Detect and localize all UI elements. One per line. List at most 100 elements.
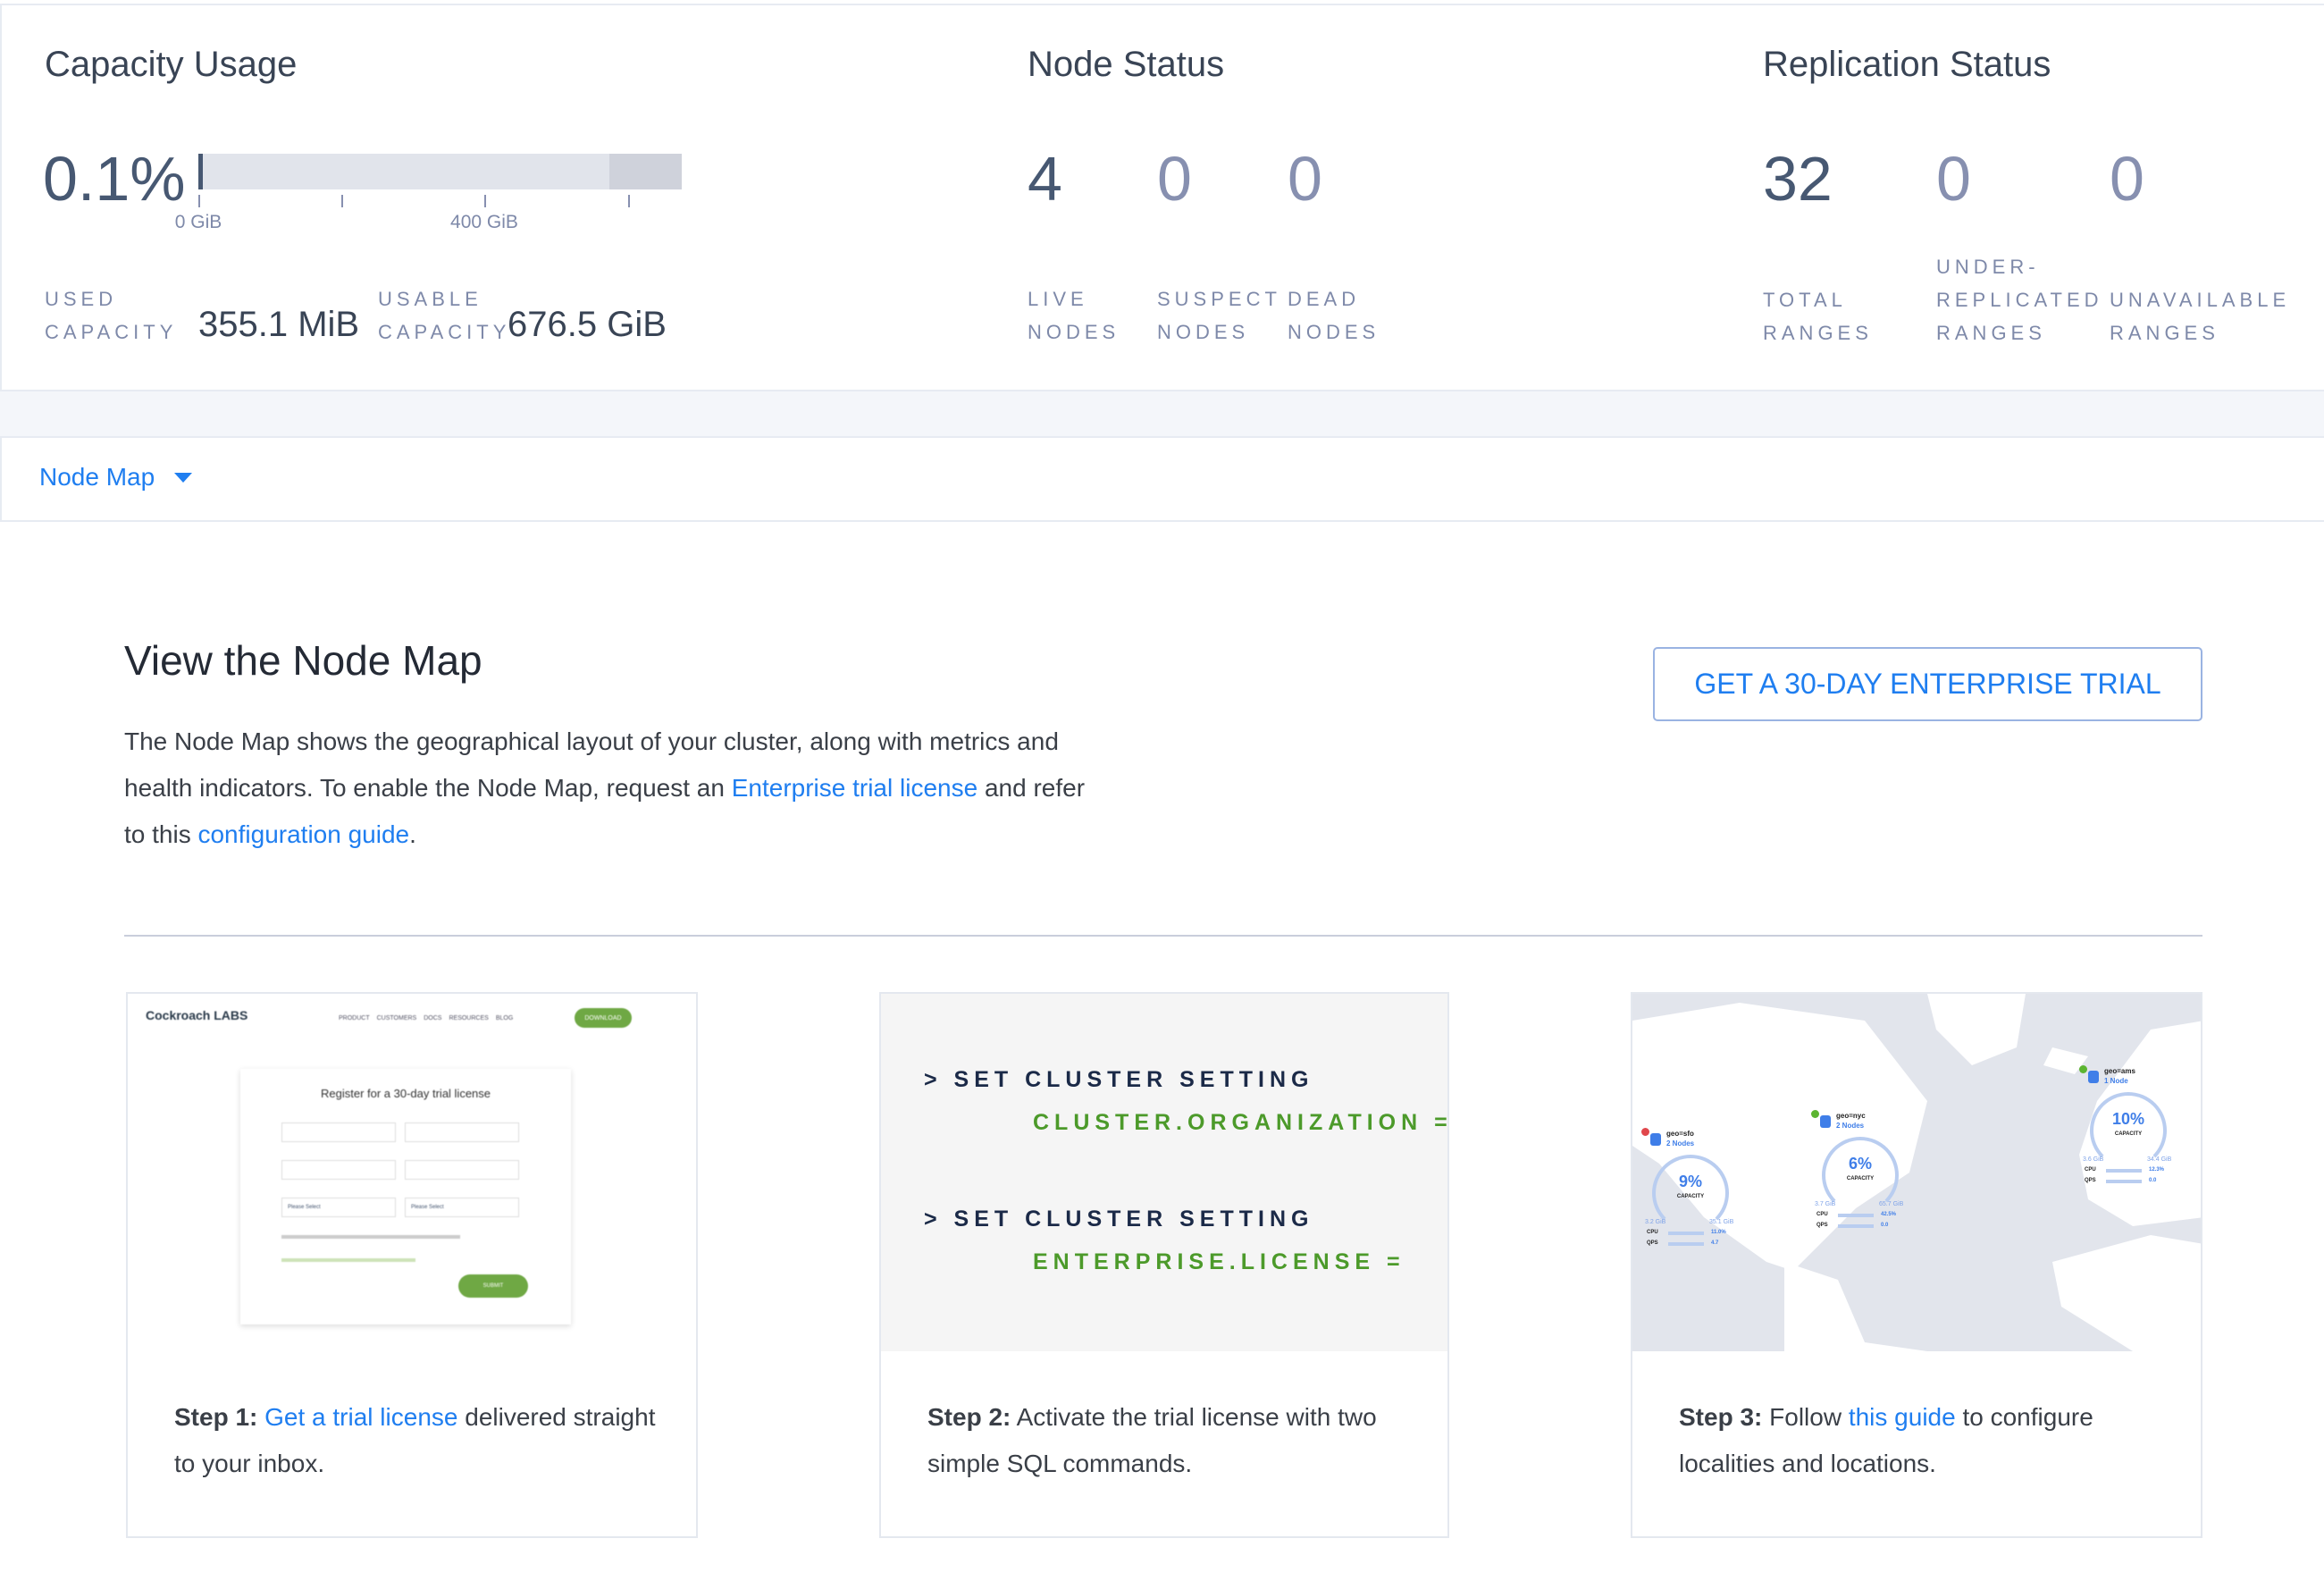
section-gap — [0, 391, 2324, 436]
region-used: 3.7 GiB — [1815, 1201, 1836, 1207]
capacity-percent: 0.1% — [43, 144, 186, 214]
label-line: RANGES — [1763, 322, 1873, 344]
step-1-text: Step 1: Get a trial license delivered st… — [174, 1394, 660, 1487]
node-map-dropdown[interactable]: Node Map — [39, 463, 193, 492]
region-total: 35.1 GiB — [1709, 1219, 1734, 1225]
node-map-description: The Node Map shows the geographical layo… — [124, 719, 1107, 858]
label-line: UNDER- — [1936, 256, 2040, 278]
region-qps: 0.0 — [2149, 1178, 2157, 1183]
node-map-title: View the Node Map — [124, 637, 482, 684]
cpu-sparkline — [1838, 1214, 1874, 1217]
database-icon — [1650, 1133, 1661, 1146]
capacity-gauge — [1652, 1155, 1729, 1232]
capacity-label: CAPACITY — [2114, 1131, 2143, 1137]
region-used: 3.6 GiB — [2083, 1156, 2104, 1163]
label-line: LIVE — [1028, 288, 1088, 310]
usable-capacity-value: 676.5 GiB — [508, 305, 667, 344]
thumb-nav: PRODUCT CUSTOMERS DOCS RESOURCES BLOG — [339, 1015, 513, 1022]
region-used: 3.2 GiB — [1645, 1219, 1666, 1225]
capacity-label: CAPACITY — [1676, 1194, 1705, 1199]
capacity-label: CAPACITY — [1846, 1176, 1875, 1181]
enterprise-trial-link[interactable]: Enterprise trial license — [731, 774, 978, 802]
qps-sparkline — [1838, 1224, 1874, 1228]
label-line: RANGES — [2110, 322, 2219, 344]
cluster-summary-panel — [0, 4, 2324, 391]
step-2-text: Step 2: Activate the trial license with … — [927, 1394, 1412, 1487]
label-line: TOTAL — [1763, 289, 1847, 311]
step-2-card: > SET CLUSTER SETTING CLUSTER.ORGANIZATI… — [879, 992, 1449, 1538]
replication-status-title: Replication Status — [1763, 45, 2051, 84]
sql-argument: ENTERPRISE.LICENSE = — [1033, 1249, 1405, 1274]
thumb-nav-item: RESOURCES — [449, 1015, 489, 1022]
qps-label: QPS — [2085, 1178, 2096, 1183]
node-map-thumbnail: geo=sfo 2 Nodes 9% CAPACITY 3.2 GiB 35.1 GiB C… — [1632, 994, 2201, 1351]
description-text: . — [409, 820, 416, 848]
step-description: to configure localities and locations. — [1679, 1403, 2093, 1477]
database-icon — [1820, 1115, 1831, 1128]
total-ranges-label: TOTAL RANGES — [1763, 250, 1873, 349]
dead-nodes-value: 0 — [1288, 144, 1322, 214]
live-nodes-label: LIVE NODES — [1028, 282, 1120, 349]
this-guide-link[interactable]: this guide — [1848, 1403, 1956, 1431]
register-form-thumbnail: Cockroach LABS PRODUCT CUSTOMERS DOCS RESOU… — [128, 994, 696, 1351]
region-nodes: 2 Nodes — [1836, 1122, 1865, 1130]
step-label: Step 2: — [927, 1403, 1011, 1431]
cpu-sparkline — [1668, 1232, 1704, 1235]
description-text: The Node Map shows the geographical layo… — [124, 727, 1059, 802]
get-trial-license-link[interactable]: Get a trial license — [264, 1403, 458, 1431]
region-total: 34.4 GiB — [2147, 1156, 2172, 1163]
label-line: NODES — [1288, 321, 1380, 343]
sql-commands-image: > SET CLUSTER SETTING CLUSTER.ORGANIZATI… — [881, 994, 1447, 1351]
region-name: geo=sfo — [1666, 1130, 1694, 1138]
under-replicated-label: UNDER- REPLICATED RANGES — [1936, 250, 2103, 349]
label-line — [1763, 250, 1873, 283]
unavailable-label: UNAVAILABLE RANGES — [2110, 250, 2290, 349]
description-text: and refer to this — [124, 774, 1086, 848]
region-qps: 0.0 — [1881, 1223, 1889, 1228]
step-3-text: Step 3: Follow this guide to configure l… — [1679, 1394, 2165, 1487]
cpu-label: CPU — [1816, 1212, 1828, 1217]
label-line: UNAVAILABLE — [2110, 289, 2291, 311]
used-capacity-label: USED CAPACITY — [45, 282, 177, 349]
enterprise-trial-button[interactable]: GET A 30-DAY ENTERPRISE TRIAL — [1653, 647, 2202, 721]
capacity-bar-used — [198, 154, 204, 189]
thumb-download-button: DOWNLOAD — [575, 1008, 632, 1028]
status-dot — [2079, 1065, 2087, 1073]
thumb-nav-item: CUSTOMERS — [376, 1015, 417, 1022]
label-line: RANGES — [1936, 322, 2046, 344]
capacity-bar — [198, 154, 682, 189]
label-line: REPLICATED — [1936, 289, 2103, 311]
label-line: USABLE — [378, 288, 482, 310]
database-icon — [2088, 1071, 2099, 1083]
thumb-form-title: Register for a 30-day trial license — [320, 1087, 491, 1100]
label-line: CAPACITY — [378, 321, 511, 343]
thumb-select: Please Select — [405, 1198, 519, 1217]
capacity-bar-unusable — [608, 154, 682, 189]
capacity-gauge — [1822, 1137, 1899, 1214]
label-line: NODES — [1157, 321, 1250, 343]
thumb-register-form: Register for a 30-day trial license Plea… — [240, 1069, 571, 1324]
configuration-guide-link[interactable]: configuration guide — [197, 820, 410, 848]
axis-tick — [198, 195, 200, 207]
region-cpu: 11.0% — [1711, 1230, 1726, 1235]
step-description: Follow — [1762, 1403, 1849, 1431]
step-3-card: geo=sfo 2 Nodes 9% CAPACITY 3.2 GiB 35.1 GiB C… — [1631, 992, 2202, 1538]
region-name: geo=ams — [2104, 1067, 2135, 1075]
cockroach-labs-logo: Cockroach LABS — [146, 1008, 248, 1022]
live-nodes-value: 4 — [1028, 144, 1062, 214]
under-replicated-value: 0 — [1936, 144, 1971, 214]
cpu-sparkline — [2106, 1169, 2142, 1173]
thumb-select: Please Select — [281, 1198, 396, 1217]
thumb-nav-item: BLOG — [495, 1015, 514, 1022]
used-capacity-value: 355.1 MiB — [198, 305, 360, 344]
label-line — [2110, 250, 2290, 283]
thumb-nav-item: PRODUCT — [339, 1015, 370, 1022]
map-view-bar — [0, 436, 2324, 522]
region-qps: 4.7 — [1711, 1240, 1719, 1246]
label-line: USED — [45, 288, 118, 310]
suspect-nodes-label: SUSPECT NODES — [1157, 282, 1281, 349]
step-description: Activate the trial license with two simp… — [927, 1403, 1377, 1477]
sql-command: > SET CLUSTER SETTING — [924, 1206, 1314, 1232]
thumb-submit-button: SUBMIT — [458, 1274, 528, 1298]
qps-label: QPS — [1647, 1240, 1658, 1246]
